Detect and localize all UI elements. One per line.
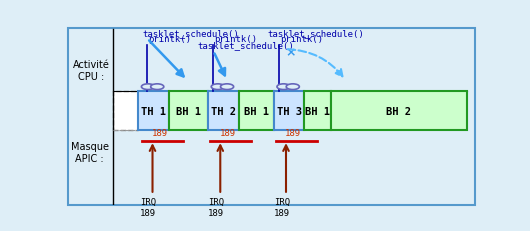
Text: tasklet_schedule(): tasklet_schedule(): [268, 29, 364, 37]
Text: 189: 189: [285, 129, 302, 138]
Text: BH 1: BH 1: [305, 106, 330, 116]
Text: BH 2: BH 2: [386, 106, 411, 116]
Bar: [138, 92, 169, 131]
FancyBboxPatch shape: [68, 29, 475, 205]
Bar: [169, 92, 208, 131]
Bar: [208, 92, 239, 131]
Text: BH 1: BH 1: [244, 106, 269, 116]
Bar: [238, 92, 273, 131]
Text: 189: 189: [152, 129, 168, 138]
Circle shape: [211, 85, 224, 90]
Text: TH 2: TH 2: [211, 106, 236, 116]
Circle shape: [151, 85, 164, 90]
Circle shape: [286, 85, 299, 90]
Text: printk(): printk(): [280, 35, 323, 44]
Text: printk(): printk(): [148, 35, 191, 44]
Text: printk(): printk(): [215, 35, 258, 44]
Text: BH 1: BH 1: [176, 106, 201, 116]
Text: ×: ×: [286, 46, 296, 59]
Text: IRQ
189: IRQ 189: [274, 198, 290, 217]
Bar: [331, 92, 467, 131]
Text: TH 1: TH 1: [141, 106, 166, 116]
Circle shape: [277, 85, 290, 90]
Text: 189: 189: [219, 129, 236, 138]
Text: Activité
CPU :: Activité CPU :: [73, 60, 109, 81]
Text: tasklet_schedule(): tasklet_schedule(): [198, 41, 295, 50]
Bar: [113, 92, 138, 131]
Text: tasklet_schedule(): tasklet_schedule(): [142, 29, 239, 37]
Bar: [273, 92, 304, 131]
Bar: [304, 92, 331, 131]
Text: TH 3: TH 3: [277, 106, 302, 116]
Text: IRQ
189: IRQ 189: [140, 198, 156, 217]
Text: IRQ
189: IRQ 189: [208, 198, 224, 217]
Text: Masque
APIC :: Masque APIC :: [70, 141, 109, 163]
Circle shape: [220, 85, 234, 90]
Circle shape: [142, 85, 155, 90]
